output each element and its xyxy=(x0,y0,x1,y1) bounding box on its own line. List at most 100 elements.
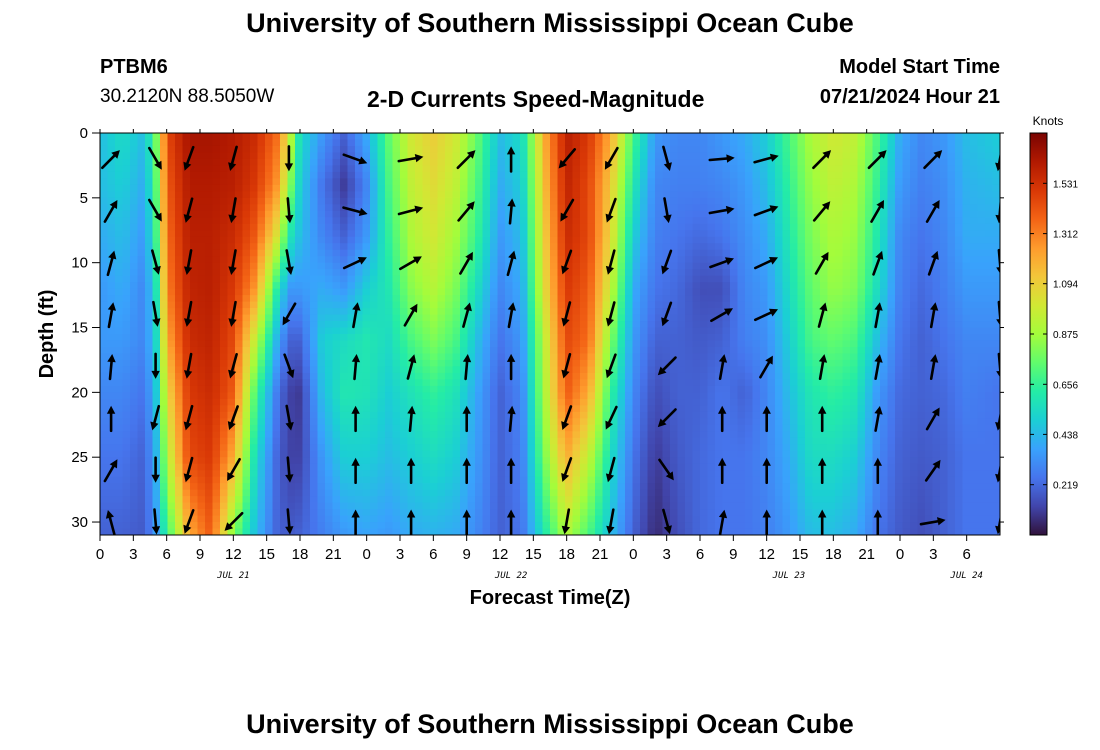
heatmap-cell xyxy=(205,483,214,491)
heatmap-cell xyxy=(580,353,589,361)
heatmap-cell xyxy=(362,282,371,290)
heatmap-cell xyxy=(347,346,356,355)
heatmap-cell xyxy=(115,282,124,290)
heatmap-cell xyxy=(610,262,619,270)
heatmap-cell xyxy=(295,476,304,484)
heatmap-cell xyxy=(625,437,634,445)
heatmap-cell xyxy=(272,139,281,147)
heatmap-cell xyxy=(167,249,176,257)
heatmap-cell xyxy=(700,314,709,322)
heatmap-cell xyxy=(617,346,626,355)
heatmap-cell xyxy=(460,424,469,432)
heatmap-cell xyxy=(167,372,176,380)
heatmap-cell xyxy=(115,528,124,535)
heatmap-cell xyxy=(602,444,611,452)
heatmap-cell xyxy=(227,379,236,387)
heatmap-cell xyxy=(475,236,484,244)
heatmap-cell xyxy=(235,327,244,335)
heatmap-cell xyxy=(310,515,319,523)
heatmap-cell xyxy=(175,398,184,406)
heatmap-cell xyxy=(115,457,124,465)
heatmap-cell xyxy=(475,223,484,231)
heatmap-cell xyxy=(430,152,439,160)
heatmap-cell xyxy=(347,171,356,179)
heatmap-cell xyxy=(662,457,671,465)
heatmap-cell xyxy=(302,269,311,277)
heatmap-cell xyxy=(227,308,236,316)
heatmap-cell xyxy=(632,152,641,160)
heatmap-cell xyxy=(535,204,544,212)
heatmap-cell xyxy=(557,275,566,283)
heatmap-cell xyxy=(175,444,184,452)
heatmap-cell xyxy=(122,288,131,296)
heatmap-cell xyxy=(385,522,394,530)
heatmap-cell xyxy=(235,418,244,426)
heatmap-cell xyxy=(640,483,649,491)
heatmap-cell xyxy=(400,476,409,484)
heatmap-cell xyxy=(557,457,566,465)
heatmap-cell xyxy=(175,346,184,355)
heatmap-cell xyxy=(122,139,131,147)
heatmap-cell xyxy=(325,463,334,471)
heatmap-cell xyxy=(137,522,146,530)
heatmap-cell xyxy=(512,353,521,361)
heatmap-cell xyxy=(302,496,311,504)
heatmap-cell xyxy=(467,346,476,355)
heatmap-cell xyxy=(557,334,566,342)
heatmap-cell xyxy=(550,457,559,465)
heatmap-cell xyxy=(445,334,454,342)
heatmap-cell xyxy=(535,496,544,504)
heatmap-cell xyxy=(617,191,626,199)
heatmap-cell xyxy=(505,366,514,374)
heatmap-cell xyxy=(205,444,214,452)
heatmap-cell xyxy=(287,210,296,218)
heatmap-cell xyxy=(482,314,491,322)
heatmap-cell xyxy=(295,171,304,179)
heatmap-cell xyxy=(332,152,341,160)
heatmap-cell xyxy=(325,502,334,510)
heatmap-cell xyxy=(370,366,379,374)
heatmap-cell xyxy=(415,496,424,504)
heatmap-cell xyxy=(385,476,394,484)
heatmap-cell xyxy=(542,256,551,264)
heatmap-cell xyxy=(400,171,409,179)
heatmap-cell xyxy=(617,327,626,335)
heatmap-cell xyxy=(535,152,544,160)
heatmap-cell xyxy=(670,489,679,497)
heatmap-cell xyxy=(385,243,394,251)
heatmap-cell xyxy=(250,262,259,270)
heatmap-cell xyxy=(347,217,356,225)
heatmap-cell xyxy=(272,171,281,179)
heatmap-cell xyxy=(212,496,221,504)
heatmap-cell xyxy=(280,171,289,179)
heatmap-cell xyxy=(265,223,274,231)
heatmap-cell xyxy=(242,217,251,225)
heatmap-cell xyxy=(655,178,664,186)
heatmap-cell xyxy=(520,139,529,147)
heatmap-cell xyxy=(557,502,566,510)
heatmap-cell xyxy=(370,522,379,530)
heatmap-cell xyxy=(685,431,694,439)
heatmap-cell xyxy=(617,243,626,251)
heatmap-cell xyxy=(550,496,559,504)
heatmap-cell xyxy=(242,457,251,465)
heatmap-cell xyxy=(347,457,356,465)
heatmap-cell xyxy=(377,249,386,257)
heatmap-cell xyxy=(467,158,476,167)
heatmap-cell xyxy=(205,450,214,458)
heatmap-cell xyxy=(317,424,326,432)
heatmap-cell xyxy=(220,379,229,387)
heatmap-cell xyxy=(610,476,619,484)
heatmap-cell xyxy=(580,243,589,251)
heatmap-cell xyxy=(475,411,484,419)
heatmap-cell xyxy=(655,204,664,212)
heatmap-cell xyxy=(137,457,146,465)
heatmap-cell xyxy=(152,385,161,393)
heatmap-cell xyxy=(535,457,544,465)
heatmap-cell xyxy=(392,321,401,329)
heatmap-cell xyxy=(370,275,379,283)
heatmap-cell xyxy=(115,385,124,393)
heatmap-cell xyxy=(250,249,259,257)
heatmap-cell xyxy=(415,405,424,413)
heatmap-cell xyxy=(250,256,259,264)
